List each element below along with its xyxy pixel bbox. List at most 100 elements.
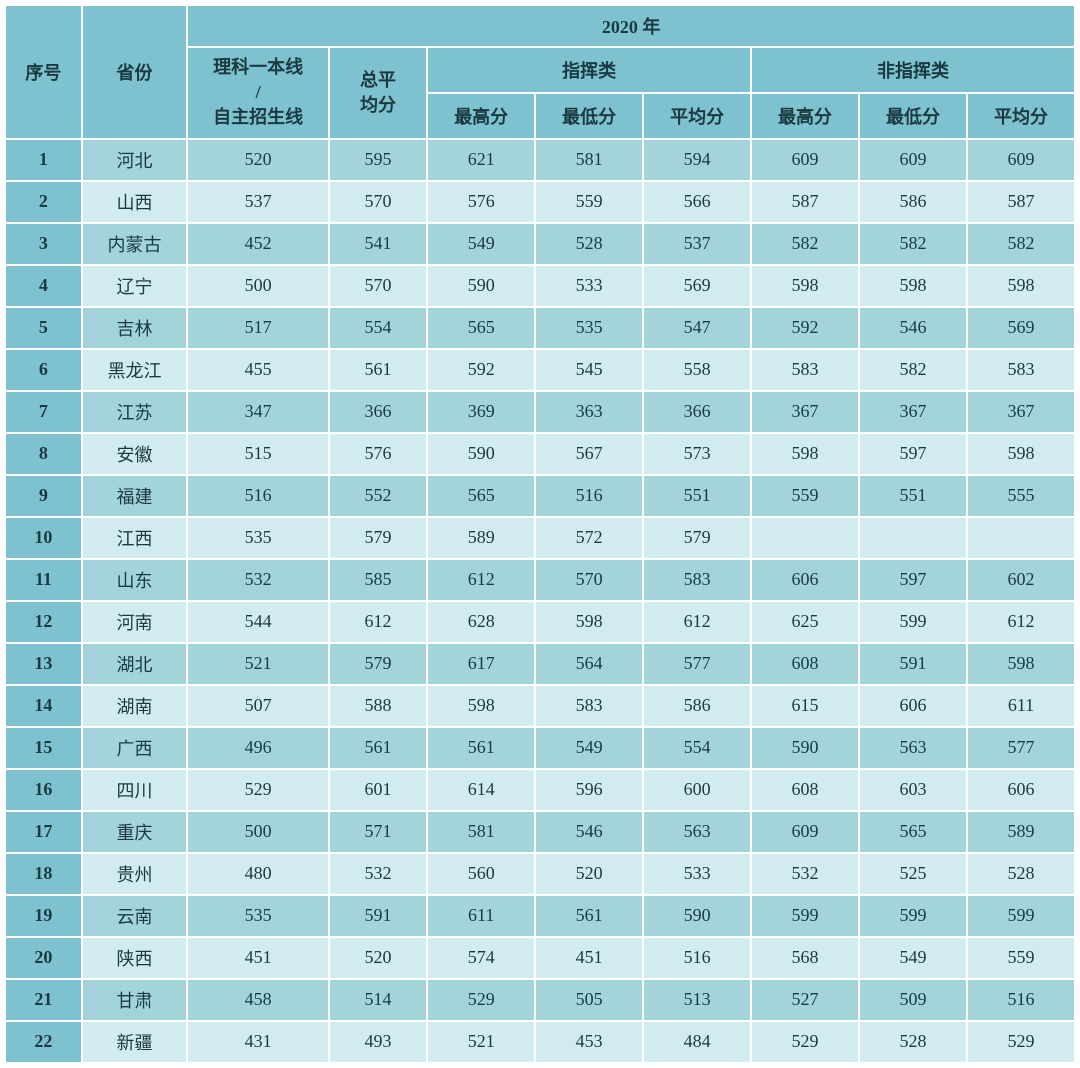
cell-ncmd-min: 549 bbox=[859, 937, 967, 979]
cell-total-avg: 612 bbox=[329, 601, 427, 643]
cell-line: 500 bbox=[187, 265, 329, 307]
cell-cmd-max: 369 bbox=[427, 391, 535, 433]
cell-ncmd-avg: 555 bbox=[967, 475, 1075, 517]
header-seq: 序号 bbox=[5, 5, 82, 139]
cell-ncmd-min: 582 bbox=[859, 349, 967, 391]
cell-cmd-min: 516 bbox=[535, 475, 643, 517]
cell-ncmd-min: 551 bbox=[859, 475, 967, 517]
cell-line: 516 bbox=[187, 475, 329, 517]
cell-province: 辽宁 bbox=[82, 265, 188, 307]
cell-ncmd-min: 367 bbox=[859, 391, 967, 433]
cell-ncmd-avg: 612 bbox=[967, 601, 1075, 643]
cell-line: 515 bbox=[187, 433, 329, 475]
cell-ncmd-avg: 367 bbox=[967, 391, 1075, 433]
cell-province: 安徽 bbox=[82, 433, 188, 475]
cell-cmd-max: 581 bbox=[427, 811, 535, 853]
table-row: 6黑龙江455561592545558583582583 bbox=[5, 349, 1075, 391]
cell-ncmd-avg: 528 bbox=[967, 853, 1075, 895]
cell-ncmd-min: 509 bbox=[859, 979, 967, 1021]
cell-province: 山东 bbox=[82, 559, 188, 601]
cell-ncmd-avg: 582 bbox=[967, 223, 1075, 265]
cell-ncmd-max: 583 bbox=[751, 349, 859, 391]
cell-province: 湖南 bbox=[82, 685, 188, 727]
table-row: 21甘肃458514529505513527509516 bbox=[5, 979, 1075, 1021]
cell-ncmd-min: 586 bbox=[859, 181, 967, 223]
cell-seq: 22 bbox=[5, 1021, 82, 1063]
cell-total-avg: 532 bbox=[329, 853, 427, 895]
cell-cmd-min: 572 bbox=[535, 517, 643, 559]
cell-province: 陕西 bbox=[82, 937, 188, 979]
cell-seq: 4 bbox=[5, 265, 82, 307]
cell-ncmd-avg: 529 bbox=[967, 1021, 1075, 1063]
cell-ncmd-min: 603 bbox=[859, 769, 967, 811]
cell-line: 455 bbox=[187, 349, 329, 391]
cell-province: 四川 bbox=[82, 769, 188, 811]
cell-ncmd-avg: 587 bbox=[967, 181, 1075, 223]
cell-province: 广西 bbox=[82, 727, 188, 769]
cell-ncmd-avg: 609 bbox=[967, 139, 1075, 181]
cell-ncmd-max: 625 bbox=[751, 601, 859, 643]
cell-seq: 18 bbox=[5, 853, 82, 895]
cell-ncmd-max: 529 bbox=[751, 1021, 859, 1063]
header-command: 指挥类 bbox=[427, 47, 751, 93]
cell-cmd-min: 545 bbox=[535, 349, 643, 391]
cell-cmd-avg: 554 bbox=[643, 727, 751, 769]
cell-cmd-avg: 594 bbox=[643, 139, 751, 181]
cell-cmd-max: 589 bbox=[427, 517, 535, 559]
cell-cmd-min: 520 bbox=[535, 853, 643, 895]
cell-seq: 5 bbox=[5, 307, 82, 349]
cell-cmd-min: 581 bbox=[535, 139, 643, 181]
cell-cmd-min: 564 bbox=[535, 643, 643, 685]
cell-line: 452 bbox=[187, 223, 329, 265]
table-header: 序号 省份 2020 年 理科一本线 / 自主招生线 总平 均分 指挥类 非指挥… bbox=[5, 5, 1075, 139]
table-row: 17重庆500571581546563609565589 bbox=[5, 811, 1075, 853]
cell-ncmd-max: 608 bbox=[751, 643, 859, 685]
cell-total-avg: 601 bbox=[329, 769, 427, 811]
cell-ncmd-max: 606 bbox=[751, 559, 859, 601]
header-total-avg: 总平 均分 bbox=[329, 47, 427, 139]
cell-cmd-max: 590 bbox=[427, 433, 535, 475]
cell-cmd-avg: 579 bbox=[643, 517, 751, 559]
cell-cmd-max: 529 bbox=[427, 979, 535, 1021]
cell-ncmd-max: 587 bbox=[751, 181, 859, 223]
cell-ncmd-avg: 599 bbox=[967, 895, 1075, 937]
cell-seq: 3 bbox=[5, 223, 82, 265]
cell-line: 347 bbox=[187, 391, 329, 433]
table-row: 22新疆431493521453484529528529 bbox=[5, 1021, 1075, 1063]
cell-ncmd-min: 598 bbox=[859, 265, 967, 307]
cell-seq: 21 bbox=[5, 979, 82, 1021]
cell-cmd-max: 617 bbox=[427, 643, 535, 685]
cell-province: 江西 bbox=[82, 517, 188, 559]
cell-total-avg: 588 bbox=[329, 685, 427, 727]
cell-line: 544 bbox=[187, 601, 329, 643]
cell-province: 河北 bbox=[82, 139, 188, 181]
cell-ncmd-max: 609 bbox=[751, 139, 859, 181]
cell-ncmd-max bbox=[751, 517, 859, 559]
header-cmd-avg: 平均分 bbox=[643, 93, 751, 139]
cell-cmd-min: 546 bbox=[535, 811, 643, 853]
cell-cmd-max: 612 bbox=[427, 559, 535, 601]
cell-ncmd-max: 527 bbox=[751, 979, 859, 1021]
table-row: 10江西535579589572579 bbox=[5, 517, 1075, 559]
cell-ncmd-min: 582 bbox=[859, 223, 967, 265]
header-noncommand: 非指挥类 bbox=[751, 47, 1075, 93]
cell-cmd-min: 559 bbox=[535, 181, 643, 223]
cell-seq: 1 bbox=[5, 139, 82, 181]
cell-ncmd-avg bbox=[967, 517, 1075, 559]
table-row: 11山东532585612570583606597602 bbox=[5, 559, 1075, 601]
cell-line: 537 bbox=[187, 181, 329, 223]
cell-cmd-max: 549 bbox=[427, 223, 535, 265]
cell-ncmd-avg: 606 bbox=[967, 769, 1075, 811]
cell-cmd-max: 611 bbox=[427, 895, 535, 937]
cell-province: 福建 bbox=[82, 475, 188, 517]
cell-ncmd-min: 546 bbox=[859, 307, 967, 349]
cell-seq: 10 bbox=[5, 517, 82, 559]
cell-province: 甘肃 bbox=[82, 979, 188, 1021]
cell-cmd-avg: 484 bbox=[643, 1021, 751, 1063]
cell-cmd-avg: 569 bbox=[643, 265, 751, 307]
table-row: 4辽宁500570590533569598598598 bbox=[5, 265, 1075, 307]
cell-ncmd-avg: 559 bbox=[967, 937, 1075, 979]
cell-ncmd-avg: 589 bbox=[967, 811, 1075, 853]
cell-line: 532 bbox=[187, 559, 329, 601]
cell-cmd-max: 574 bbox=[427, 937, 535, 979]
